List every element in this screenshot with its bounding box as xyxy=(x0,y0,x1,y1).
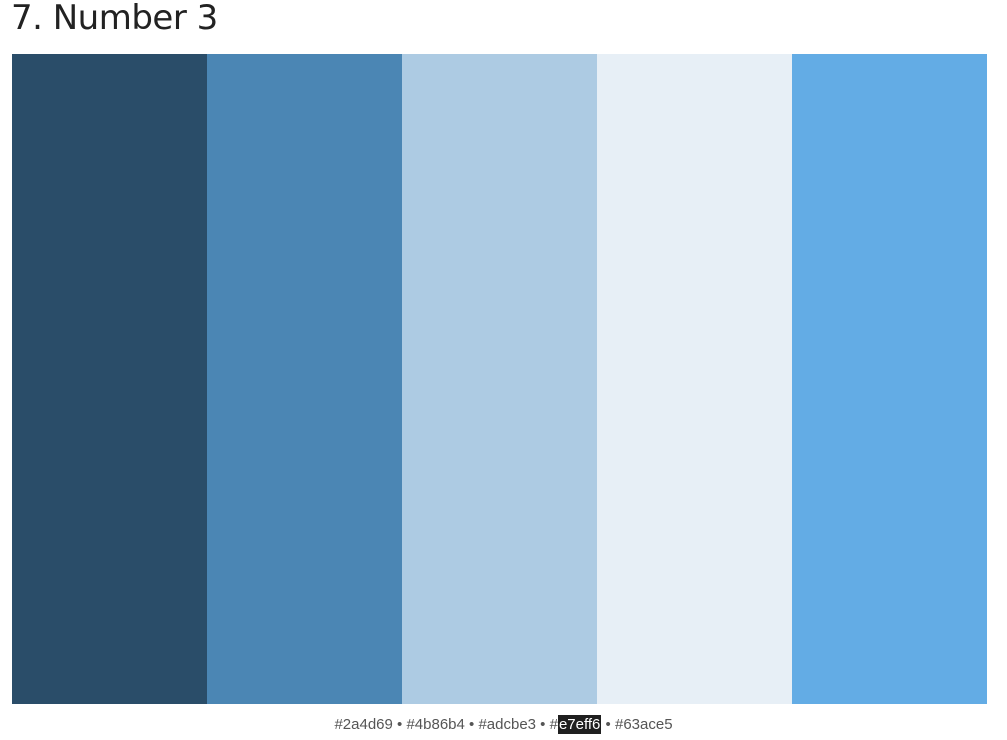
color-code-2: #4b86b4 xyxy=(406,716,465,733)
color-swatch-2 xyxy=(207,54,402,704)
selected-text-highlight: e7eff6 xyxy=(557,715,602,734)
separator: • xyxy=(464,716,479,733)
separator: • xyxy=(392,716,407,733)
color-code-4: #e7eff6 xyxy=(550,715,602,734)
color-code-5: #63ace5 xyxy=(614,716,673,733)
color-swatch-4 xyxy=(597,54,792,704)
color-code-1: #2a4d69 xyxy=(334,716,393,733)
color-swatch-5 xyxy=(792,54,987,704)
separator: • xyxy=(601,716,615,733)
palette-title: 7. Number 3 xyxy=(11,0,218,38)
color-swatch-3 xyxy=(402,54,597,704)
color-code-3: #adcbe3 xyxy=(478,716,537,733)
separator: • xyxy=(536,716,550,733)
color-palette xyxy=(12,54,987,704)
color-codes-caption: #2a4d69 • #4b86b4 • #adcbe3 • #e7eff6 • … xyxy=(0,714,1007,736)
color-code-4-prefix: # xyxy=(549,716,558,733)
color-swatch-1 xyxy=(12,54,207,704)
